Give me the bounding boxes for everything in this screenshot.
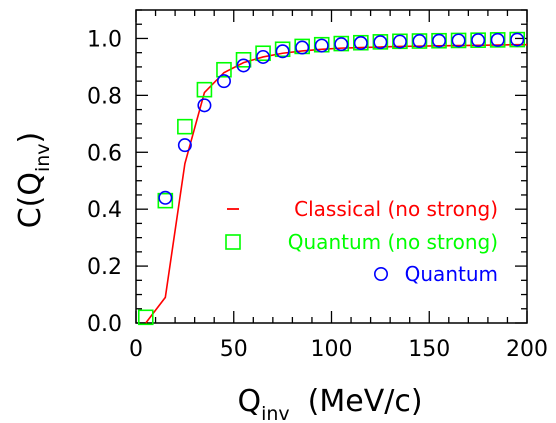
data-point-quantum [392,34,407,49]
x-tick-label: 50 [220,337,248,362]
data-point-quantum [275,44,290,59]
data-point-quantum [177,138,192,153]
x-tick-label: 150 [408,337,450,362]
data-point-quantum [451,33,466,48]
data-point-quantum [236,58,251,73]
legend: Classical (no strong) Quantum (no strong)… [225,197,498,286]
data-point-quantum-no-strong [274,41,291,58]
data-point-quantum [197,98,212,113]
data-point-quantum-no-strong [177,118,193,135]
x-tick-label: 0 [129,337,143,362]
data-point-quantum-no-strong [235,51,252,68]
data-point-quantum-no-strong [255,45,271,62]
legend-marker-quantum-no-strong [225,234,241,250]
y-axis-title-main: C(Q [13,172,48,228]
data-point-quantum-no-strong [157,192,174,209]
data-point-quantum-no-strong [450,32,467,49]
data-point-quantum-no-strong [196,81,213,98]
x-axis-title-unit: (MeV/c) [308,384,423,419]
y-axis-title-close: ) [13,132,48,144]
x-axis-title-sub: inv [261,403,290,423]
legend-label: Quantum (no strong) [288,230,498,254]
data-point-quantum [295,40,310,55]
legend-marker-quantum [373,266,388,281]
y-axis-title-sub: inv [32,143,54,172]
data-point-quantum-no-strong [431,32,447,49]
data-point-quantum [353,36,368,51]
data-point-quantum [314,38,329,53]
data-point-quantum-no-strong [411,33,428,49]
y-tick-label: 0.0 [87,312,122,337]
data-point-quantum [432,33,447,48]
data-point-quantum-no-strong [470,32,486,48]
y-tick-label: 0.2 [87,255,122,280]
x-tick-label: 100 [311,337,353,362]
data-point-quantum [490,32,505,47]
data-point-quantum-no-strong [137,309,154,326]
data-point-quantum [158,190,173,205]
data-point-quantum [471,33,486,48]
data-point-quantum [412,34,427,49]
legend-label: Classical (no strong) [294,197,498,221]
y-axis-title: C(Qinv) [13,132,54,229]
legend-label: Quantum [405,262,498,286]
data-point-quantum [373,35,388,50]
y-tick-label: 0.4 [87,198,122,223]
data-point-quantum-no-strong [489,32,506,48]
y-tick-label: 0.8 [87,84,122,109]
y-tick-label: 0.6 [87,141,122,166]
y-tick-label: 1.0 [87,27,122,52]
data-point-quantum [256,49,271,64]
x-axis-title: Qinv (MeV/c) [237,384,422,423]
x-tick-label: 200 [506,337,548,362]
x-axis-title-main: Q [237,384,261,419]
data-point-quantum [510,32,525,47]
data-point-quantum [216,74,231,89]
data-point-quantum-no-strong [216,61,232,78]
data-point-quantum [334,37,349,52]
